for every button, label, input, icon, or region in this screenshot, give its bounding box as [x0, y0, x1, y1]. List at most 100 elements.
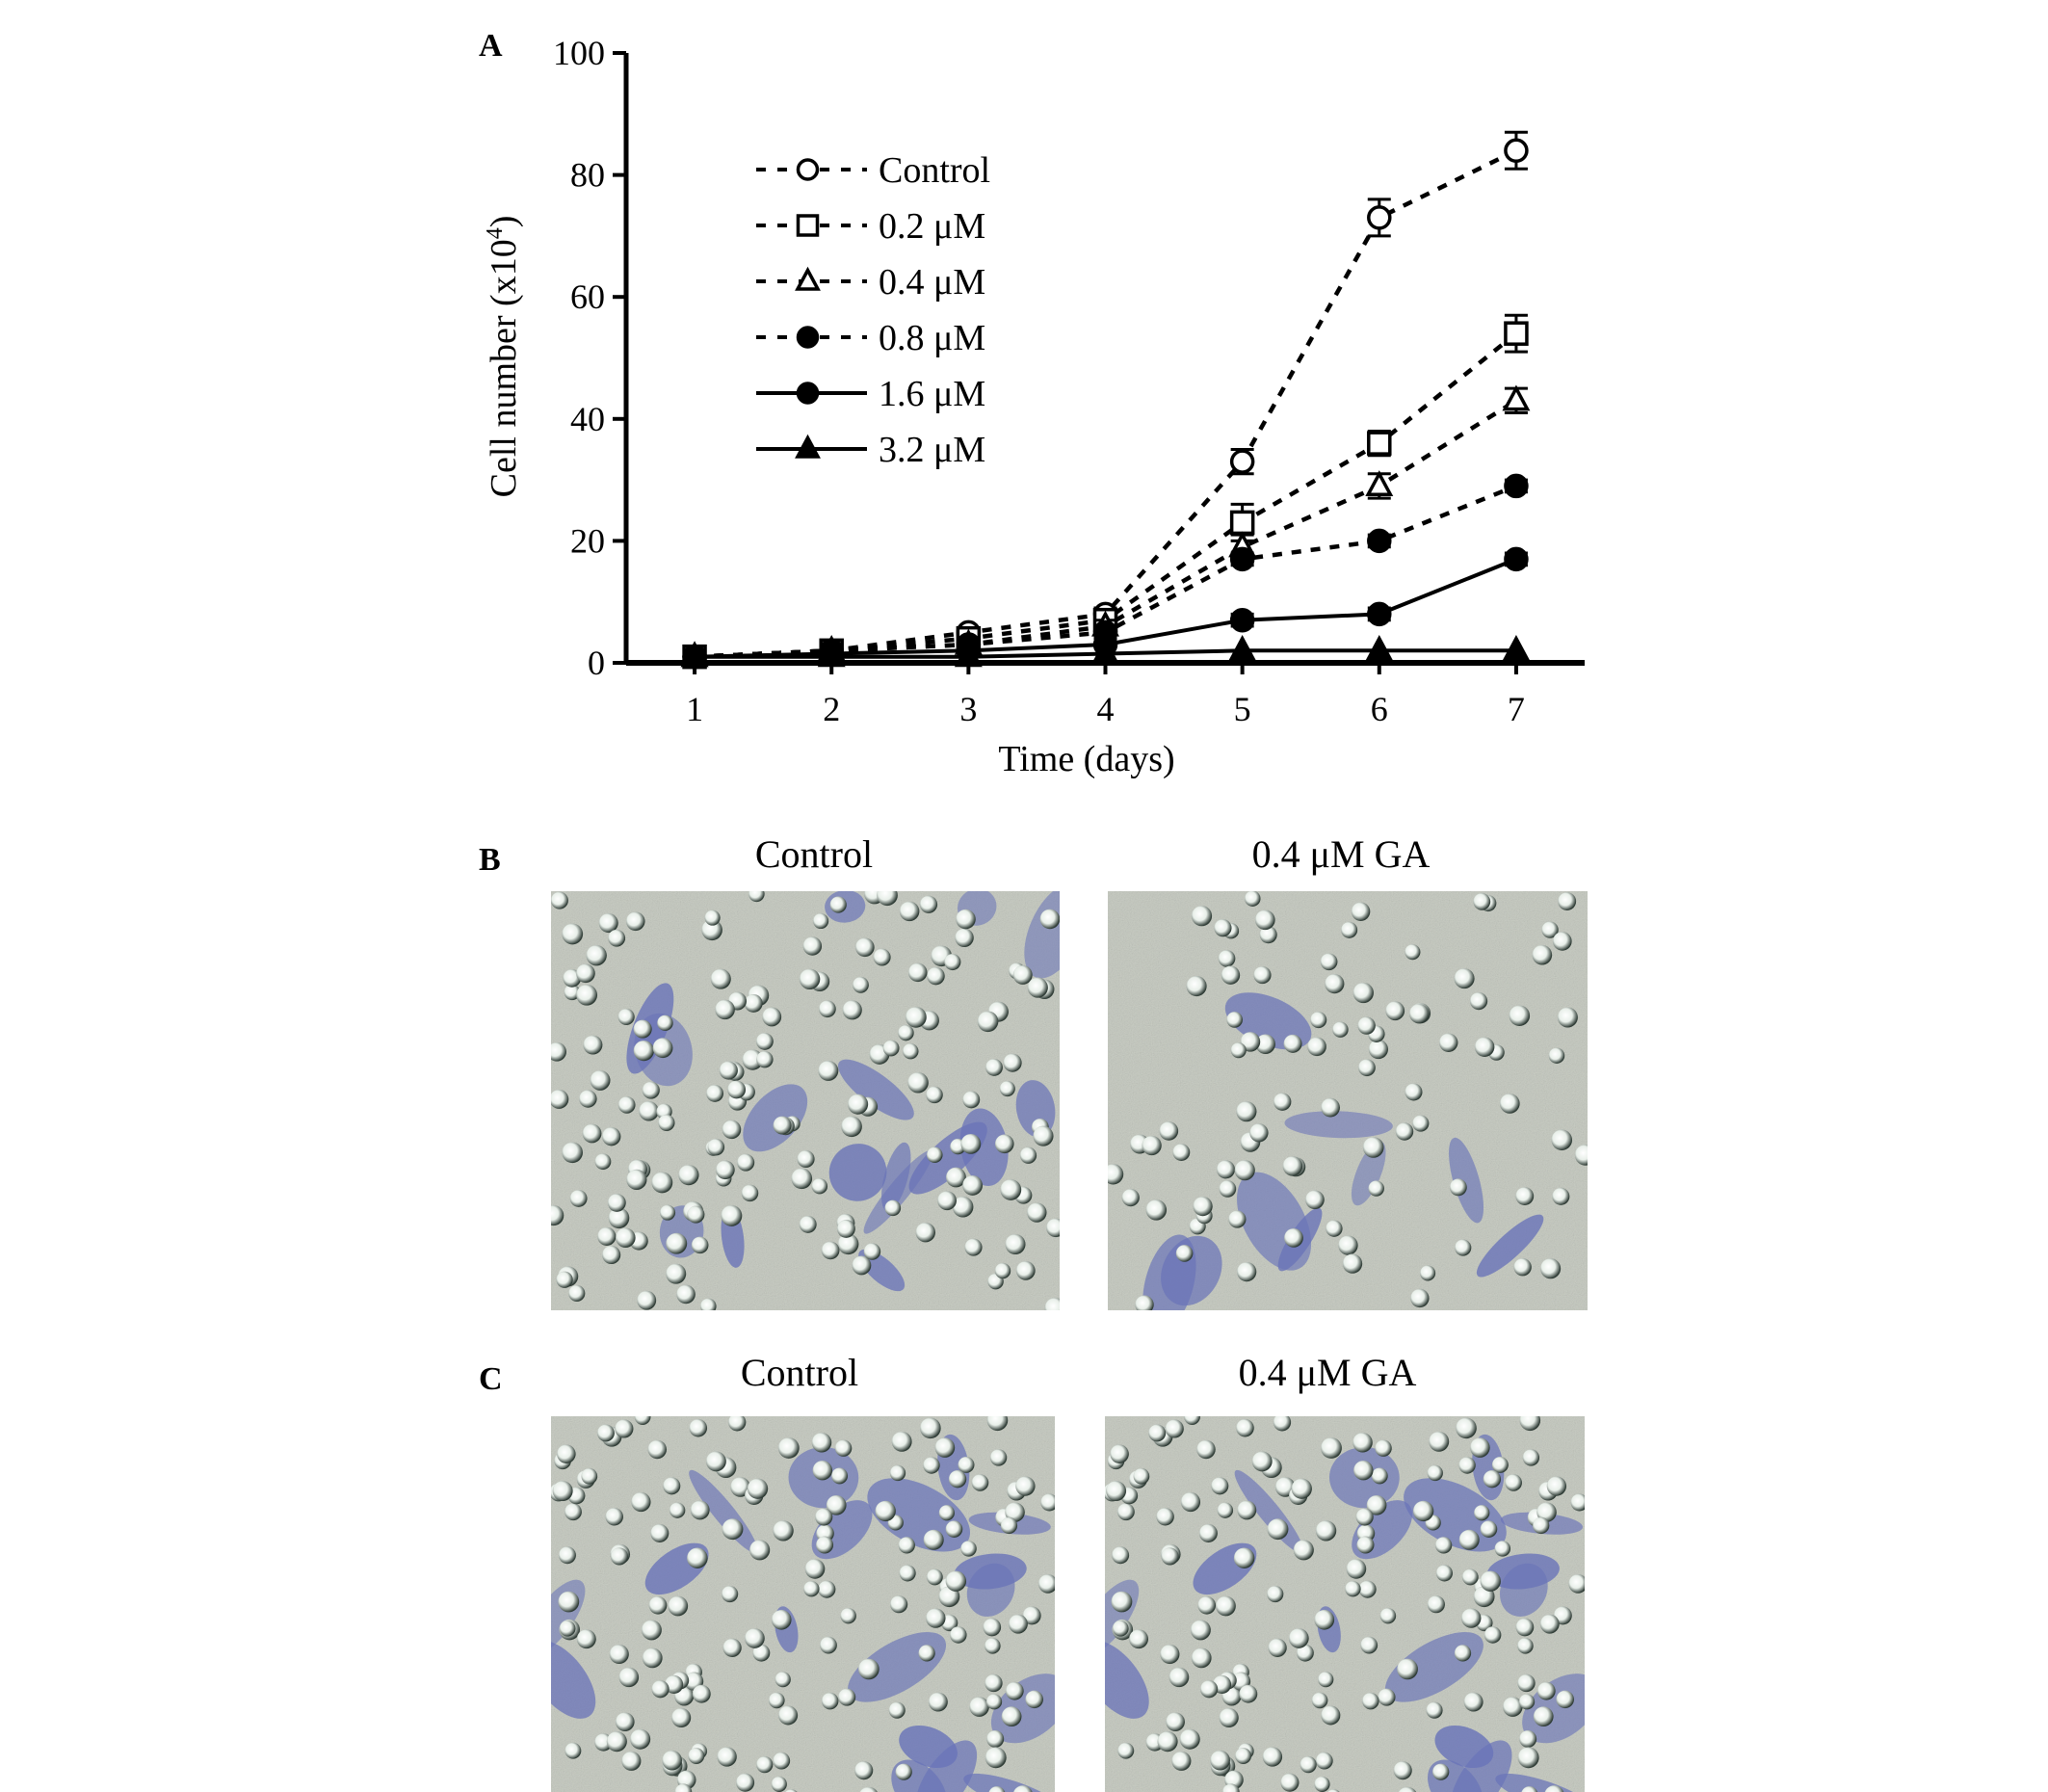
pore	[1427, 1595, 1445, 1614]
pore	[1310, 1012, 1327, 1029]
data-point	[796, 158, 820, 181]
stained-cell	[1476, 1214, 1544, 1278]
pore	[730, 1477, 750, 1497]
pore	[812, 1461, 833, 1481]
pore	[1517, 1747, 1539, 1769]
y-tick-label: 100	[553, 34, 605, 72]
pore	[926, 1608, 946, 1628]
pore	[569, 1189, 588, 1207]
stained-cell	[963, 1773, 1055, 1792]
pore	[837, 1233, 859, 1255]
data-point	[680, 641, 709, 668]
pore	[749, 1540, 771, 1561]
pore	[1148, 1424, 1167, 1442]
pore	[602, 1245, 621, 1265]
pore	[1307, 1037, 1326, 1057]
pore	[873, 948, 891, 966]
pore	[1412, 1500, 1434, 1522]
pore	[558, 1546, 576, 1565]
pore	[689, 1418, 708, 1437]
pore	[1273, 1416, 1292, 1432]
pore	[854, 1761, 874, 1780]
pore	[565, 1503, 582, 1521]
pore	[1321, 1705, 1341, 1726]
pore	[1519, 1416, 1541, 1432]
pore	[826, 1494, 847, 1515]
pore	[852, 1255, 872, 1276]
stained-cell	[837, 1059, 914, 1120]
pore	[1552, 1187, 1570, 1205]
data-point	[1367, 431, 1392, 456]
pore	[1233, 1547, 1255, 1568]
pore	[633, 1040, 654, 1062]
pore	[762, 1007, 782, 1027]
pore	[736, 1773, 755, 1792]
pore	[994, 1262, 1011, 1279]
y-tick-label: 0	[588, 644, 605, 682]
pore	[1273, 1093, 1292, 1111]
pore	[1480, 1520, 1498, 1538]
pore	[1358, 1059, 1376, 1077]
pore	[1305, 1190, 1325, 1210]
pore	[1135, 1295, 1154, 1310]
pore	[678, 1164, 699, 1186]
pore	[722, 1518, 744, 1541]
y-axis-label: Cell number (x104)	[483, 216, 524, 498]
data-point	[1229, 510, 1255, 536]
pore	[728, 1416, 747, 1432]
pore	[820, 1636, 837, 1654]
pore	[742, 1049, 763, 1070]
b-right-caption: 0.4 μM GA	[1252, 832, 1431, 876]
pore	[1461, 1568, 1479, 1586]
pore	[552, 1481, 573, 1502]
pore	[773, 1752, 791, 1770]
pore	[1012, 964, 1033, 985]
pore	[1345, 1580, 1361, 1597]
pore	[1483, 1470, 1502, 1489]
pore	[666, 1232, 688, 1254]
pore	[1355, 1508, 1374, 1526]
pore	[691, 1236, 709, 1254]
pore	[1426, 1701, 1443, 1719]
pore	[977, 1011, 999, 1033]
pore	[1454, 968, 1475, 989]
stained-cell	[551, 1640, 596, 1719]
legend: Control 0.2 μM 0.4 μM 0.8 μM 1.6 μM 3.2 μM	[756, 150, 990, 470]
micrograph-content	[1105, 1416, 1585, 1792]
pore	[1353, 1461, 1374, 1481]
pore	[1311, 1692, 1328, 1709]
pore	[1458, 1529, 1480, 1550]
pore	[1473, 892, 1491, 910]
pore	[564, 984, 581, 1001]
pore	[882, 1040, 900, 1057]
pore	[1362, 1137, 1384, 1158]
pore	[722, 1585, 739, 1603]
pore	[1186, 975, 1207, 997]
pore	[594, 1153, 612, 1171]
pore	[1159, 1121, 1179, 1141]
pore	[1341, 921, 1358, 938]
pore	[1025, 1690, 1043, 1709]
data-point	[1502, 634, 1531, 661]
pore	[579, 1090, 597, 1108]
pore	[1546, 1476, 1567, 1496]
pore	[1351, 902, 1371, 921]
pore	[716, 1160, 735, 1180]
pore	[1327, 1789, 1340, 1792]
pore	[777, 1437, 800, 1459]
y-axis-label-tail: )	[484, 216, 524, 228]
pore	[899, 1565, 916, 1582]
stained-cell	[1434, 1725, 1494, 1769]
pore	[1106, 1481, 1127, 1502]
stained-cell	[1404, 1478, 1507, 1552]
data-point	[1504, 321, 1529, 346]
pore	[551, 1089, 569, 1109]
stained-cell	[867, 1478, 971, 1552]
pore	[983, 1618, 1002, 1637]
pore	[1267, 1585, 1284, 1603]
pore	[1237, 1261, 1257, 1282]
pore	[618, 1667, 640, 1688]
pore	[706, 1084, 724, 1102]
pore	[1113, 1620, 1129, 1637]
pore	[1283, 1034, 1302, 1053]
